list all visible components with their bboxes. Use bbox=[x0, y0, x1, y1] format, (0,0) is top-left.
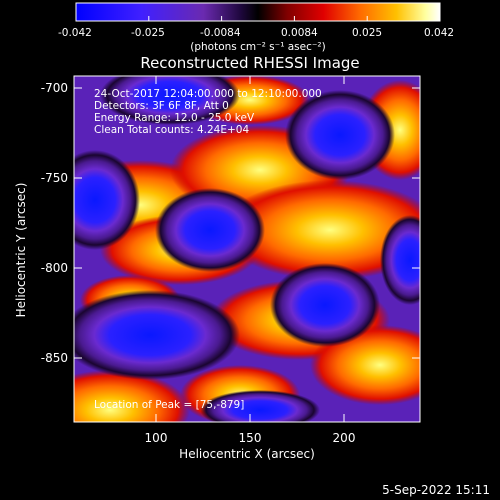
colorbar bbox=[75, 2, 441, 22]
annotation-time-range: 24-Oct-2017 12:04:00.000 to 12:10:00.000 bbox=[94, 88, 322, 100]
annotation-detectors: Detectors: 3F 6F 8F, Att 0 bbox=[94, 100, 229, 112]
peak-location-label: Location of Peak = [75,-879] bbox=[94, 399, 244, 411]
annotation-clean-counts: Clean Total counts: 4.24E+04 bbox=[94, 124, 249, 136]
colorbar-ticks bbox=[75, 16, 441, 21]
annotation-energy-range: Energy Range: 12.0 - 25.0 keV bbox=[94, 112, 255, 124]
y-axis-label: Heliocentric Y (arcsec) bbox=[14, 183, 28, 318]
x-axis-label: Heliocentric X (arcsec) bbox=[179, 447, 315, 461]
plot-frame bbox=[73, 75, 421, 423]
colorbar-tick-1: -0.025 bbox=[131, 27, 165, 39]
colorbar-unit-label: (photons cm⁻² s⁻¹ asec⁻²) bbox=[190, 41, 325, 53]
plot-title: Reconstructed RHESSI Image bbox=[140, 54, 359, 72]
footer-date: 5-Sep-2022 15:11 bbox=[382, 483, 490, 497]
colorbar-tick-5: 0.042 bbox=[424, 27, 454, 39]
y-tick-minus800: -800 bbox=[41, 261, 68, 275]
y-tick-minus750: -750 bbox=[41, 171, 68, 185]
x-tick-150: 150 bbox=[239, 431, 262, 445]
y-tick-minus700: -700 bbox=[41, 81, 68, 95]
x-tick-200: 200 bbox=[333, 431, 356, 445]
colorbar-tick-3: 0.0084 bbox=[281, 27, 318, 39]
colorbar-tick-2: -0.0084 bbox=[200, 27, 241, 39]
colorbar-tick-4: 0.025 bbox=[352, 27, 382, 39]
colorbar-tick-0: -0.042 bbox=[58, 27, 92, 39]
y-tick-minus850: -850 bbox=[41, 351, 68, 365]
rhessi-image bbox=[74, 76, 420, 422]
axis-ticks bbox=[74, 76, 420, 422]
x-tick-100: 100 bbox=[145, 431, 168, 445]
